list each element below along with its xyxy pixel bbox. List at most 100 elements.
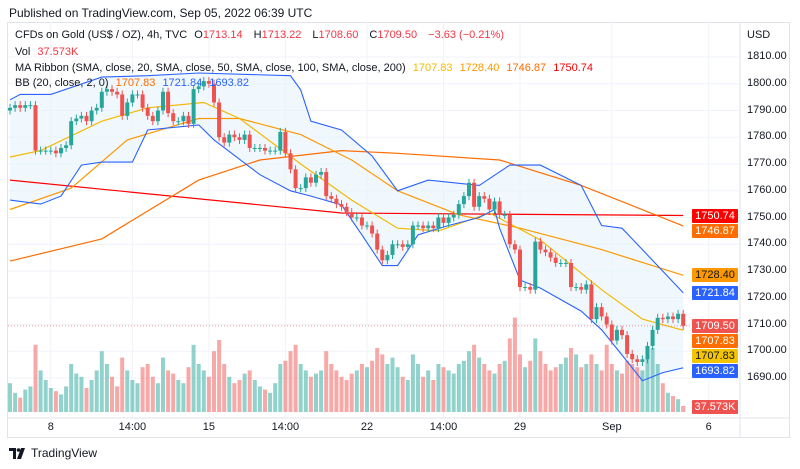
bb-upper-value: 1721.84: [162, 77, 203, 89]
candle-body: [553, 257, 558, 263]
legend-ma-row[interactable]: MA Ribbon (SMA, close, 20, SMA, close, 5…: [15, 62, 597, 74]
candle-body: [451, 214, 456, 218]
legend-symbol-row: CFDs on Gold (US$ / OZ), 4h, TVC O1713.1…: [15, 29, 508, 41]
price-badge: 1746.87: [692, 223, 738, 238]
candle-body: [426, 225, 431, 229]
candle-body: [125, 102, 130, 116]
sma20-line: [9, 101, 684, 331]
volume-bar: [283, 360, 288, 412]
candle-body: [242, 134, 247, 140]
volume-bar: [115, 386, 120, 412]
volume-bar: [263, 389, 267, 412]
volume-bar: [64, 386, 69, 412]
candle-body: [400, 244, 405, 247]
volume-bar: [43, 380, 48, 412]
candle-body: [502, 214, 507, 216]
candle-body: [574, 287, 579, 289]
candle-body: [599, 307, 604, 317]
candle-body: [604, 316, 609, 325]
volume-bar: [594, 364, 599, 412]
sma200-line: [9, 179, 684, 217]
volume-bar: [497, 364, 502, 412]
volume-bar: [487, 370, 492, 412]
candle-body: [630, 353, 635, 360]
volume-bar: [431, 380, 436, 412]
candle-body: [390, 244, 395, 255]
volume-bar: [171, 373, 176, 412]
volume-bar: [665, 392, 670, 412]
candle-body: [467, 182, 471, 197]
sma200-value: 1750.74: [553, 62, 593, 74]
time-label: 22: [360, 421, 374, 433]
low-label: L: [312, 29, 319, 41]
candle-body: [676, 313, 681, 320]
volume-bar: [650, 348, 655, 412]
candle-body: [319, 172, 324, 175]
price-badge: 1693.82: [692, 363, 738, 378]
candle-body: [268, 150, 273, 152]
volume-bar: [84, 388, 89, 412]
volume-bar: [268, 392, 273, 412]
volume-bar: [94, 370, 99, 412]
legend-bb-row[interactable]: BB (20, close, 2, 0) 1707.83 1721.84 169…: [15, 77, 253, 89]
sma100-line: [9, 149, 684, 262]
candle-body: [135, 94, 140, 96]
volume-bar: [405, 380, 410, 412]
volume-bar: [518, 354, 522, 412]
volume-bar: [543, 364, 548, 412]
volume-bar: [186, 367, 191, 412]
volume-bar: [645, 357, 650, 412]
candle-body: [533, 241, 538, 290]
candle-body: [410, 225, 415, 245]
volume-bar: [416, 364, 420, 412]
time-label: 14:00: [271, 421, 300, 433]
candle-body: [89, 110, 94, 122]
volume-bar: [212, 351, 216, 412]
candle-body: [273, 150, 278, 152]
price-tick: 1780.00: [747, 130, 787, 143]
volume-bar: [472, 344, 477, 412]
time-label: 29: [513, 421, 527, 433]
candle-body: [263, 147, 267, 151]
volume-bar: [451, 373, 456, 412]
candle-body: [115, 91, 120, 95]
candle-body: [370, 225, 375, 234]
price-tick: 1700.00: [747, 344, 787, 357]
symbol-title: CFDs on Gold (US$ / OZ), 4h, TVC: [15, 29, 188, 41]
volume-bar: [671, 396, 675, 412]
volume-bar: [569, 348, 573, 412]
volume-bar: [23, 389, 28, 412]
volume-bar: [492, 373, 497, 412]
volume-bar: [74, 373, 79, 412]
candle-body: [380, 249, 385, 261]
volume-bar: [314, 373, 318, 412]
volume-bar: [201, 370, 206, 412]
candle-body: [660, 317, 665, 320]
volume-bar: [33, 344, 38, 412]
volume-bar: [461, 360, 466, 412]
candle-body: [528, 287, 533, 290]
volume-bar: [507, 338, 512, 412]
candle-body: [257, 147, 262, 149]
volume-bar: [385, 364, 390, 412]
candle-body: [120, 94, 125, 116]
sma50-value: 1728.40: [459, 62, 500, 74]
candle-body: [329, 196, 334, 199]
bb-basis-value: 1707.83: [115, 77, 156, 89]
volume-bar: [523, 367, 528, 412]
candle-body: [237, 137, 242, 140]
volume-bar: [273, 383, 278, 412]
volume-bar: [681, 405, 686, 412]
volume-bar: [563, 357, 568, 412]
volume-bar: [375, 348, 380, 412]
candle-body: [84, 115, 89, 122]
price-badge: 37.573K: [692, 400, 738, 414]
vol-value: 37.573K: [37, 46, 79, 58]
footer-brand[interactable]: TradingView: [9, 446, 97, 460]
price-tick: 1800.00: [747, 76, 787, 89]
candle-body: [303, 177, 308, 189]
volume-bar: [222, 364, 227, 412]
sma20-value: 1707.83: [412, 62, 453, 74]
candle-body: [13, 105, 18, 108]
